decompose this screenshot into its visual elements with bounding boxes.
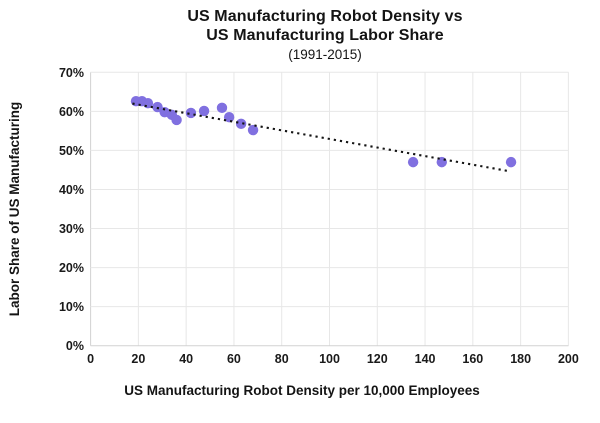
- gridlines-layer: [90, 71, 569, 347]
- y-tick-label: 0%: [66, 339, 84, 353]
- chart-title-block: US Manufacturing Robot Density vs US Man…: [50, 7, 600, 63]
- trendline: [132, 102, 509, 173]
- x-tick-label: 60: [227, 352, 241, 366]
- y-tick-label: 10%: [59, 300, 84, 314]
- y-tick-label: 70%: [59, 66, 84, 80]
- scatter-point: [235, 118, 247, 130]
- scatter-point: [223, 112, 235, 123]
- tick-labels-layer: 0 20 40 60 80 100 120 140 160 180 200 0% 10% 20% 30% 40…: [59, 66, 579, 366]
- y-tick-label: 40%: [59, 183, 84, 197]
- y-tick-label: 60%: [59, 105, 84, 119]
- scatter-points-layer: [130, 96, 517, 168]
- x-tick-label: 40: [179, 352, 193, 366]
- x-tick-label: 0: [87, 352, 94, 366]
- x-tick-label: 140: [415, 352, 436, 366]
- scatter-point: [247, 124, 259, 136]
- x-tick-label: 120: [367, 352, 388, 366]
- y-tick-label: 50%: [59, 144, 84, 158]
- scatter-point: [407, 156, 419, 168]
- y-tick-label: 30%: [59, 222, 84, 236]
- x-tick-label: 200: [558, 352, 579, 366]
- chart-subtitle: (1991-2015): [288, 47, 362, 62]
- scatter-point: [171, 114, 182, 126]
- y-axis-title: Labor Share of US Manufacturing: [7, 102, 22, 317]
- scatter-point: [216, 102, 228, 114]
- scatter-point: [185, 107, 197, 119]
- x-tick-label: 100: [319, 352, 340, 366]
- trendline-layer: [132, 102, 509, 173]
- x-tick-label: 80: [275, 352, 289, 366]
- scatter-point: [198, 105, 210, 117]
- x-tick-label: 180: [510, 352, 531, 366]
- scatter-point: [505, 156, 517, 168]
- x-tick-label: 160: [462, 352, 483, 366]
- chart-title-line1: US Manufacturing Robot Density vs: [187, 8, 463, 25]
- y-tick-label: 20%: [59, 261, 84, 275]
- chart-title-line2: US Manufacturing Labor Share: [206, 27, 444, 44]
- x-axis-title: US Manufacturing Robot Density per 10,00…: [124, 383, 480, 398]
- x-tick-label: 20: [131, 352, 145, 366]
